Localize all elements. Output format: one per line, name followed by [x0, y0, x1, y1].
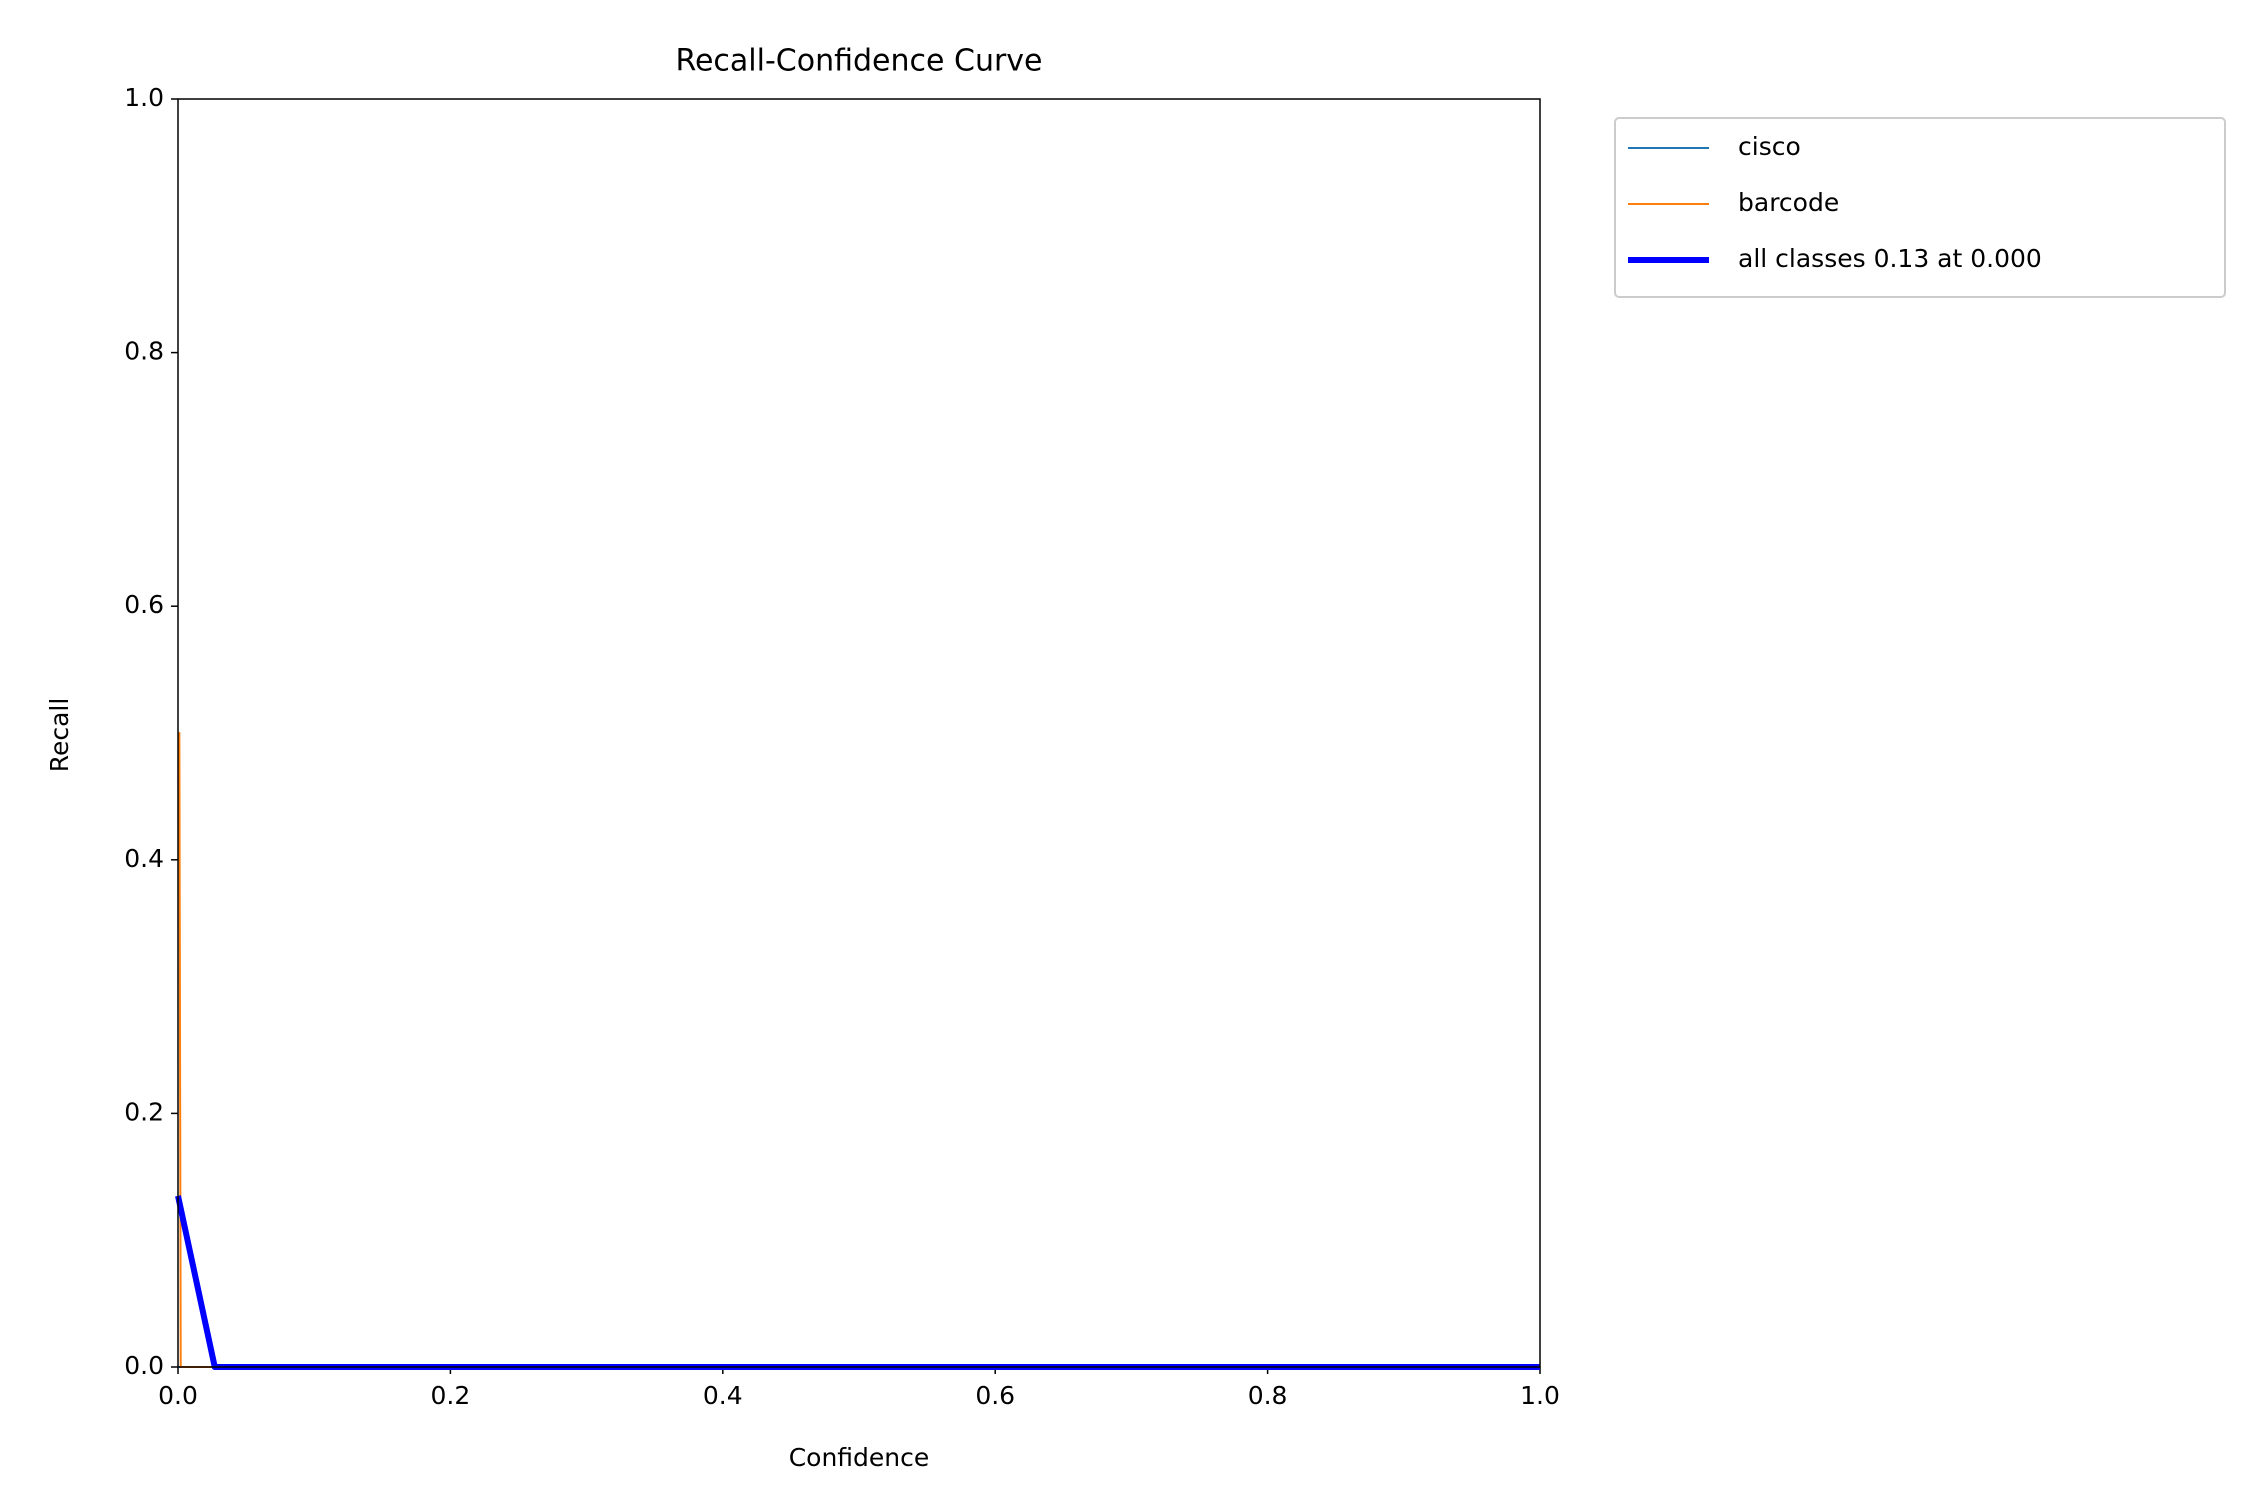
x-tick-label: 0.2 — [431, 1381, 471, 1410]
y-tick-label: 1.0 — [124, 83, 164, 112]
legend-label: all classes 0.13 at 0.000 — [1738, 244, 2042, 273]
x-axis-label: Confidence — [789, 1443, 930, 1472]
x-tick-label: 1.0 — [1520, 1381, 1560, 1410]
x-tick-label: 0.0 — [158, 1381, 198, 1410]
y-tick-label: 0.2 — [124, 1097, 164, 1126]
x-tick-label: 0.8 — [1248, 1381, 1288, 1410]
legend-label: cisco — [1738, 132, 1801, 161]
chart-title: Recall-Confidence Curve — [675, 44, 1042, 79]
y-tick-label: 0.6 — [124, 590, 164, 619]
y-tick-label: 0.4 — [124, 844, 164, 873]
legend-box — [1614, 117, 2226, 298]
plot-frame — [177, 98, 1541, 1368]
y-tick-label: 0.8 — [124, 337, 164, 366]
x-tick-label: 0.4 — [703, 1381, 743, 1410]
y-axis-label: Recall — [45, 698, 74, 773]
x-tick-label: 0.6 — [975, 1381, 1015, 1410]
y-tick-label: 0.0 — [124, 1351, 164, 1380]
legend-label: barcode — [1738, 188, 1839, 217]
